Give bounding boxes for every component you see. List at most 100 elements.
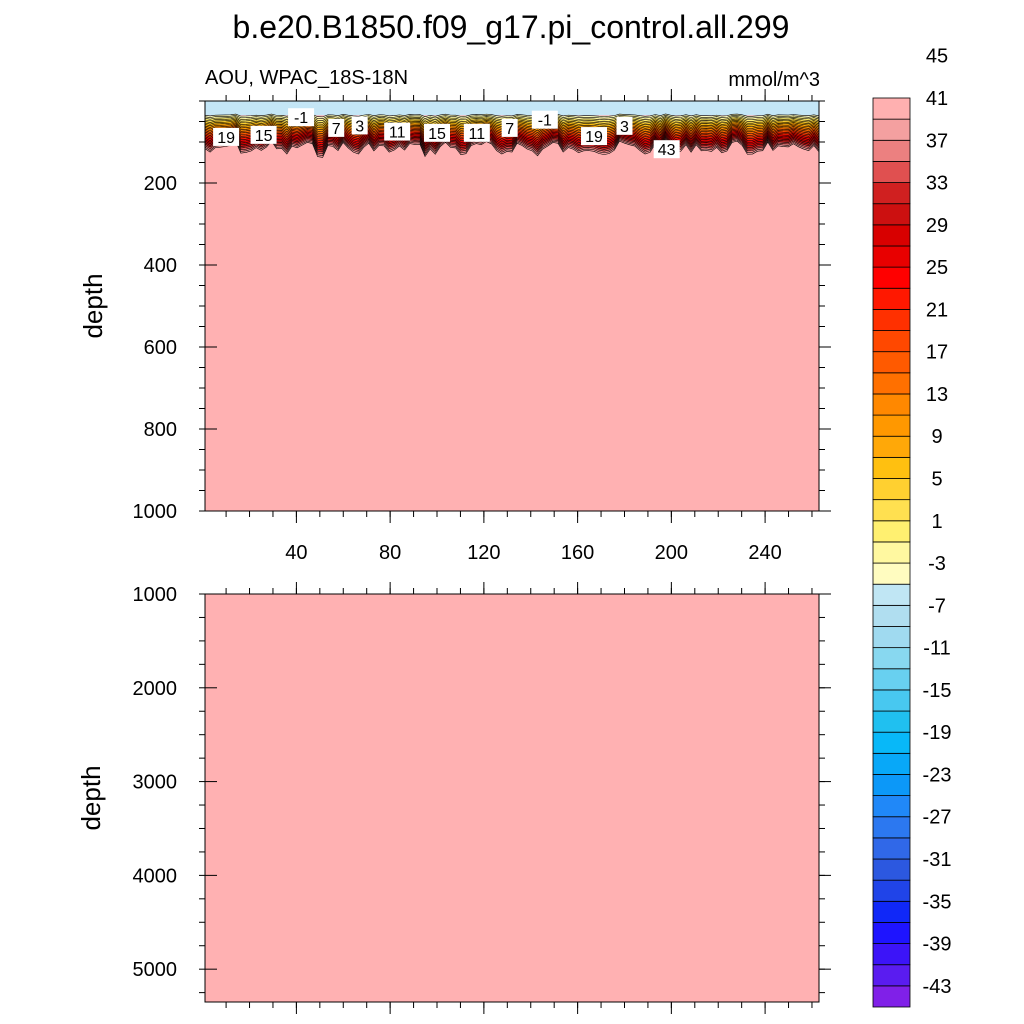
colorbar-label: -11 bbox=[923, 638, 950, 660]
contour-label-text: 7 bbox=[505, 121, 514, 138]
colorbar-label: -39 bbox=[923, 934, 952, 956]
y-tick-label: 4000 bbox=[133, 865, 178, 887]
x-tick-label: 80 bbox=[379, 542, 401, 564]
contour-line bbox=[204, 131, 820, 145]
upper-y-ticks: 200 400 600 800 1000 bbox=[133, 100, 831, 523]
contour-label: 11 bbox=[463, 123, 490, 143]
contour-label: -1 bbox=[288, 108, 315, 127]
colorbar-label: 13 bbox=[926, 384, 948, 406]
contour-line bbox=[204, 134, 820, 149]
colorbar-box bbox=[872, 774, 911, 797]
contour-label: 3 bbox=[351, 116, 368, 135]
thermocline-band bbox=[205, 132, 819, 147]
colorbar-box bbox=[872, 245, 911, 268]
x-tick-label: 240 bbox=[748, 542, 781, 564]
colorbar-label: 37 bbox=[926, 130, 948, 152]
colorbar-label: 9 bbox=[931, 426, 942, 448]
colorbar: 45 41 37 33 29 25 21 17 13 9 5 1 -3 -7 -11 -15 -19 -23 -27… bbox=[872, 46, 952, 1008]
colorbar-box bbox=[872, 287, 911, 310]
contour-label-box bbox=[384, 122, 411, 141]
thermocline-band bbox=[205, 135, 819, 152]
contour-label-box bbox=[424, 123, 451, 142]
contour-label-box bbox=[616, 116, 633, 135]
y-tick-label: 2000 bbox=[133, 678, 178, 700]
contour-label: -1 bbox=[531, 110, 558, 130]
thermocline-band bbox=[205, 140, 819, 159]
thermocline-band bbox=[205, 131, 819, 145]
contour-label-box bbox=[531, 110, 558, 129]
y-tick-label: 400 bbox=[144, 255, 177, 277]
colorbar-box bbox=[872, 626, 911, 649]
lower-x-ticks bbox=[225, 582, 813, 1014]
contour-label: 19 bbox=[213, 127, 240, 147]
colorbar-box bbox=[872, 710, 911, 733]
y-tick-label: 800 bbox=[144, 419, 177, 441]
contour-label-text: 3 bbox=[620, 119, 629, 136]
lower-deep-fill bbox=[205, 594, 819, 1002]
thermocline-band bbox=[205, 139, 819, 158]
colorbar-box bbox=[872, 203, 911, 226]
surface-layer bbox=[205, 101, 819, 116]
contour-label-text: 11 bbox=[469, 126, 486, 143]
x-tick-label: 40 bbox=[285, 542, 307, 564]
y-tick-label: 200 bbox=[144, 173, 177, 195]
y-tick-label: 3000 bbox=[133, 772, 178, 794]
colorbar-box bbox=[872, 604, 911, 627]
colorbar-box bbox=[872, 943, 911, 966]
colorbar-box bbox=[872, 583, 911, 606]
colorbar-box bbox=[872, 499, 911, 522]
thermocline-band bbox=[205, 134, 819, 150]
contour-label: 15 bbox=[250, 125, 277, 145]
contour-label: 7 bbox=[501, 118, 518, 138]
colorbar-label: 41 bbox=[926, 88, 948, 110]
colorbar-box bbox=[872, 372, 911, 395]
contour-line bbox=[204, 139, 820, 156]
contour-label-box bbox=[351, 116, 368, 135]
contour-line bbox=[204, 136, 820, 153]
colorbar-label: -7 bbox=[928, 595, 946, 617]
colorbar-label: -27 bbox=[923, 807, 952, 829]
chart-units: mmol/m^3 bbox=[728, 69, 820, 91]
contour-label-text: 15 bbox=[255, 128, 273, 145]
y-tick-label: 5000 bbox=[133, 959, 178, 981]
colorbar-box bbox=[872, 414, 911, 437]
colorbar-box bbox=[872, 668, 911, 691]
colorbar-box bbox=[872, 858, 911, 881]
contour-label-text: 7 bbox=[332, 121, 341, 138]
upper-deep-fill bbox=[205, 101, 819, 511]
colorbar-box bbox=[872, 351, 911, 374]
colorbar-box bbox=[872, 308, 911, 331]
colorbar-box bbox=[872, 478, 911, 501]
colorbar-box bbox=[872, 964, 911, 987]
colorbar-box bbox=[872, 795, 911, 818]
contour-label-box bbox=[250, 125, 277, 144]
y-tick-label: 600 bbox=[144, 337, 177, 359]
colorbar-label: 45 bbox=[926, 46, 948, 68]
colorbar-label: 1 bbox=[931, 511, 942, 533]
lower-ylabel: depth bbox=[76, 765, 106, 830]
contour-label-text: -1 bbox=[294, 110, 308, 127]
colorbar-box bbox=[872, 330, 911, 353]
contour-label-text: 19 bbox=[217, 130, 235, 147]
contour-line bbox=[204, 140, 820, 158]
y-tick-label: 1000 bbox=[133, 584, 178, 606]
thermocline-band bbox=[205, 133, 819, 148]
thermocline-band bbox=[205, 137, 819, 154]
x-tick-label: 160 bbox=[561, 542, 594, 564]
contour-label-text: 3 bbox=[355, 118, 364, 135]
contour-label-text: -1 bbox=[538, 113, 552, 130]
lower-panel: 1000 2000 3000 4000 5000 depth bbox=[76, 582, 831, 1014]
colorbar-box bbox=[872, 161, 911, 183]
colorbar-label: -3 bbox=[928, 553, 946, 575]
contour-label-box bbox=[463, 123, 490, 142]
colorbar-box bbox=[872, 118, 911, 141]
colorbar-box bbox=[872, 689, 911, 712]
contour-label-text: 19 bbox=[585, 129, 603, 146]
colorbar-label: -23 bbox=[923, 764, 952, 786]
colorbar-label: 25 bbox=[926, 257, 948, 279]
contour-label-box bbox=[581, 127, 608, 146]
colorbar-label: -43 bbox=[923, 976, 952, 998]
